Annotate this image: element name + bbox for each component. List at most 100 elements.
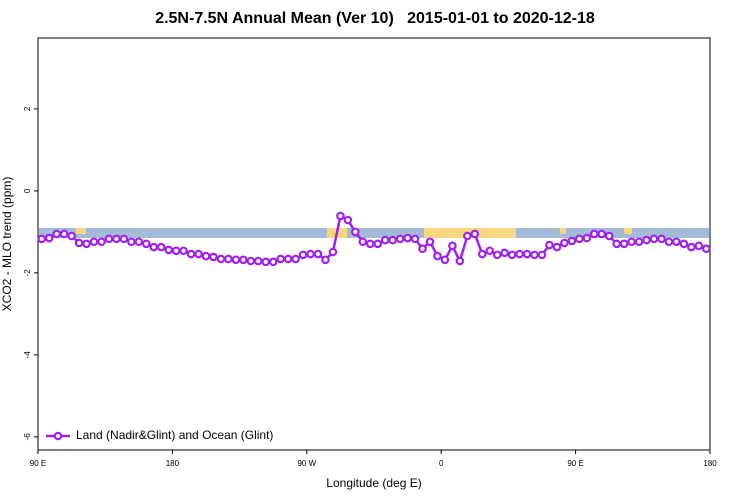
data-point <box>59 229 69 239</box>
data-point <box>156 242 166 252</box>
data-point <box>104 234 114 244</box>
data-point <box>515 249 524 259</box>
data-point <box>44 233 54 243</box>
data-point <box>522 249 532 259</box>
data-point <box>171 246 181 256</box>
data-point <box>530 250 539 260</box>
data-point <box>358 237 368 247</box>
data-point <box>141 239 151 249</box>
data-point <box>351 227 360 237</box>
x-axis-label: Longitude (deg E) <box>326 476 421 490</box>
data-point <box>216 254 226 264</box>
data-point <box>664 237 674 247</box>
land-patch <box>624 228 632 234</box>
land-patch <box>76 228 86 234</box>
data-point <box>231 255 241 265</box>
data-point <box>82 239 91 249</box>
data-point <box>373 239 383 249</box>
data-point <box>582 233 592 243</box>
plot-frame <box>37 37 711 451</box>
data-point <box>194 249 203 259</box>
data-point <box>388 235 397 245</box>
y-tick-label: -6 <box>23 433 32 441</box>
data-point <box>672 237 681 247</box>
y-axis-label: XCO2 - MLO trend (ppm) <box>0 177 14 312</box>
data-point <box>268 257 278 267</box>
data-point <box>89 237 99 247</box>
x-tick-label: 90 E <box>30 459 46 468</box>
y-tick-label: 2 <box>23 106 32 111</box>
data-point <box>612 239 621 249</box>
data-point <box>179 246 188 256</box>
data-point <box>380 235 390 245</box>
x-tick-label: 90 E <box>567 459 583 468</box>
data-point <box>276 254 285 264</box>
data-point <box>395 234 405 244</box>
ocean-band <box>39 228 709 238</box>
x-tick-label: 180 <box>166 459 180 468</box>
data-point <box>403 233 412 243</box>
data-point <box>52 229 61 239</box>
data-point <box>306 249 315 259</box>
data-point <box>127 237 136 247</box>
data-point <box>410 234 420 244</box>
data-point <box>545 240 554 250</box>
y-tick-label: -2 <box>23 269 32 277</box>
data-point <box>336 211 345 221</box>
data-point <box>679 239 689 249</box>
data-point <box>604 231 614 241</box>
data-point <box>425 237 435 247</box>
legend-marker <box>53 431 63 441</box>
data-point <box>97 237 106 247</box>
data-point <box>552 242 562 252</box>
legend-label: Land (Nadir&Glint) and Ocean (Glint) <box>76 428 273 442</box>
data-point <box>619 239 629 249</box>
data-point <box>642 235 651 245</box>
y-tick-label: -4 <box>23 351 32 359</box>
data-point <box>328 247 338 257</box>
data-point <box>567 236 577 246</box>
data-point <box>589 229 599 239</box>
land-patch <box>560 228 566 234</box>
data-point <box>627 237 636 247</box>
data-point <box>261 257 271 267</box>
data-point <box>246 256 256 266</box>
data-point <box>440 255 450 265</box>
data-point <box>74 238 84 248</box>
data-point <box>687 242 696 252</box>
data-point <box>485 246 495 256</box>
data-point <box>224 254 233 264</box>
data-point <box>37 234 47 244</box>
x-tick-label: 0 <box>439 459 444 468</box>
data-point <box>321 255 330 265</box>
data-point <box>186 249 196 259</box>
data-point <box>463 231 472 241</box>
data-point <box>112 234 121 244</box>
data-point <box>313 249 323 259</box>
data-point <box>418 244 427 254</box>
data-point <box>365 239 375 249</box>
data-point <box>291 254 300 264</box>
data-point <box>560 238 569 248</box>
data-point <box>239 255 248 265</box>
data-point <box>492 250 502 260</box>
data-point <box>537 250 547 260</box>
data-point <box>657 234 666 244</box>
data-point <box>343 215 353 225</box>
data-point <box>649 234 659 244</box>
data-point <box>455 256 465 266</box>
data-point <box>634 237 644 247</box>
data-point <box>283 254 293 264</box>
data-point <box>164 245 173 255</box>
data-point <box>694 241 704 251</box>
data-point <box>119 234 129 244</box>
data-point <box>209 252 218 262</box>
data-point <box>253 256 263 266</box>
data-point <box>597 229 607 239</box>
data-point <box>500 248 509 258</box>
chart-title: 2.5N-7.5N Annual Mean (Ver 10) 2015-01-0… <box>155 10 595 27</box>
data-point <box>448 241 457 251</box>
x-tick-label: 90 W <box>297 459 316 468</box>
data-point <box>477 249 487 259</box>
